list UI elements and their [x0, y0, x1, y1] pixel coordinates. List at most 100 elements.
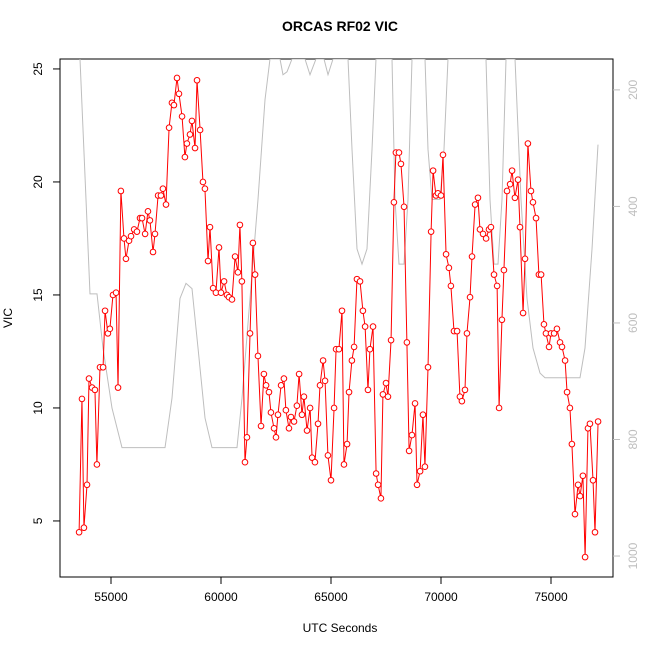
data-point — [327, 476, 335, 484]
data-point — [374, 481, 382, 489]
data-point — [314, 420, 322, 428]
data-point — [537, 271, 545, 278]
data-point — [251, 271, 259, 278]
data-point — [487, 223, 495, 231]
data-point — [382, 379, 390, 387]
data-point — [311, 458, 319, 466]
data-point — [576, 492, 584, 500]
data-point — [540, 321, 548, 328]
data-point — [106, 325, 114, 333]
data-point — [364, 386, 372, 394]
data-point — [586, 420, 594, 428]
data-point — [141, 230, 149, 238]
data-point — [274, 411, 282, 419]
data-point — [439, 151, 447, 159]
data-point — [545, 343, 553, 351]
data-point — [366, 345, 374, 353]
data-point — [463, 330, 471, 337]
data-point — [514, 176, 522, 183]
data-point — [165, 124, 173, 132]
data-point — [270, 424, 278, 432]
data-point — [260, 370, 268, 378]
data-point — [498, 316, 506, 324]
data-point — [458, 397, 466, 405]
y-axis-label: VIC — [1, 308, 15, 328]
data-point — [384, 393, 392, 400]
data-point — [186, 131, 194, 138]
data-point — [335, 345, 343, 353]
data-line — [79, 59, 599, 449]
data-point — [372, 470, 380, 477]
data-point — [359, 307, 367, 315]
y-tick-label: 5 — [31, 517, 45, 524]
data-point — [303, 427, 311, 434]
data-point — [527, 187, 535, 195]
data-point — [277, 382, 285, 389]
data-point — [395, 149, 403, 156]
data-point — [162, 201, 170, 208]
data-point — [236, 221, 244, 229]
plot-box — [59, 58, 614, 578]
data-point — [421, 463, 429, 471]
data-point — [568, 440, 576, 448]
data-point — [206, 223, 214, 231]
y-tick-label: 25 — [31, 62, 45, 76]
data-point — [479, 230, 487, 238]
data-point — [591, 528, 599, 536]
data-point — [508, 167, 516, 174]
data-point — [249, 239, 257, 247]
data-point — [267, 409, 275, 416]
data-point — [228, 296, 236, 303]
data-point — [493, 282, 501, 290]
data-point — [181, 153, 189, 161]
data-point — [413, 481, 421, 489]
data-point — [80, 524, 88, 532]
data-point — [437, 192, 445, 199]
data-point — [419, 411, 427, 419]
data-point — [579, 472, 587, 480]
data-point — [257, 422, 265, 430]
data-point — [83, 481, 91, 489]
y-tick-label: 20 — [31, 175, 45, 189]
data-point — [220, 278, 228, 285]
data-point — [397, 160, 405, 168]
data-point — [405, 447, 413, 455]
data-point — [91, 386, 99, 394]
data-point — [474, 194, 482, 202]
x-tick-label: 55000 — [94, 590, 128, 604]
data-point — [403, 339, 411, 346]
data-point — [319, 357, 327, 364]
data-point — [272, 434, 280, 441]
data-point — [122, 255, 130, 263]
data-point — [262, 382, 270, 389]
data-point — [521, 255, 529, 263]
data-point — [361, 323, 369, 330]
data-point — [594, 418, 602, 425]
data-point — [324, 452, 332, 459]
data-point — [149, 248, 157, 256]
data-point — [178, 113, 186, 120]
data-point — [231, 253, 239, 260]
data-point — [490, 271, 498, 278]
data-point — [445, 264, 453, 272]
data-point — [356, 278, 364, 285]
data-point — [550, 330, 558, 337]
data-point — [157, 192, 165, 199]
data-point — [144, 208, 152, 215]
data-point — [561, 357, 569, 364]
data-point — [345, 388, 353, 396]
data-point — [350, 343, 358, 351]
data-point — [188, 117, 196, 125]
data-point — [298, 411, 306, 419]
data-point — [246, 330, 254, 337]
x-tick-label: 60000 — [204, 590, 238, 604]
data-point — [340, 461, 348, 468]
data-point — [442, 250, 450, 258]
data-point — [293, 402, 301, 409]
data-point — [529, 198, 537, 206]
data-point — [193, 76, 201, 84]
data-point — [429, 167, 437, 174]
data-point — [209, 284, 217, 292]
data-point — [377, 495, 385, 502]
